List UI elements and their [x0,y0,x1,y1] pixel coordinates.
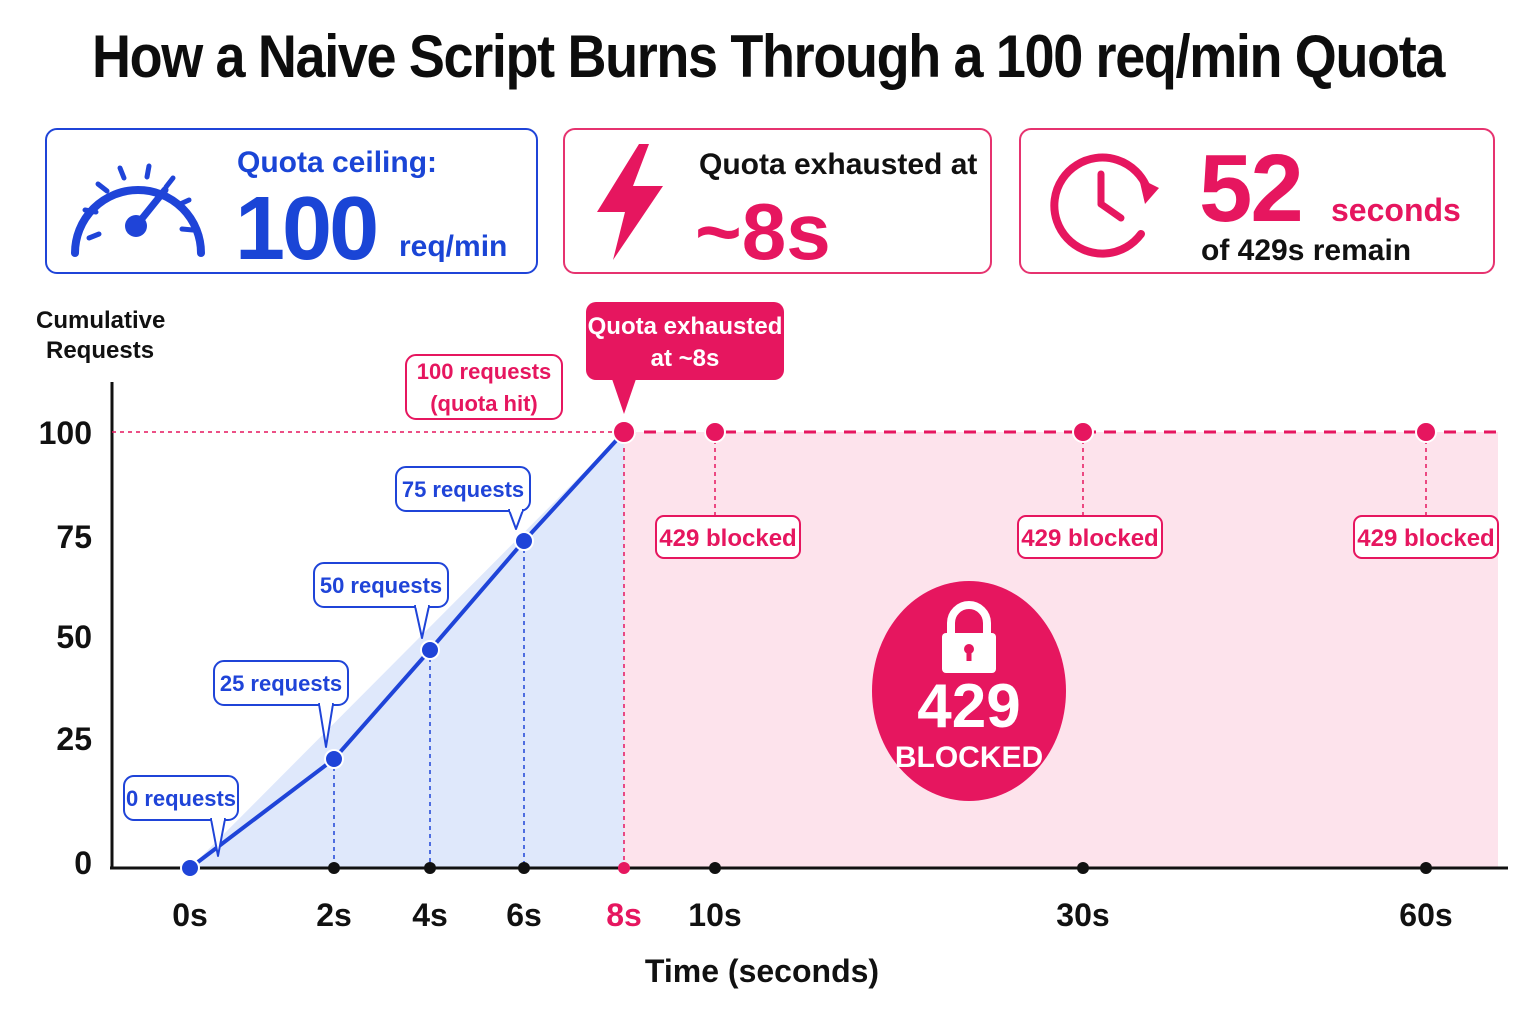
exhaust-callout-text: Quota exhausted [588,313,783,340]
x-tick-dot [518,862,530,874]
lock-icon-keyhole-slot [966,649,972,661]
exhaust-callout-box [586,302,784,380]
ramp-point-callout-box [213,660,349,706]
ramp-point-callout-text: 25 requests [220,671,342,696]
x-tick-label: 2s [316,897,352,933]
ramp-point-callout-box [395,466,531,512]
clock-icon [1050,153,1159,258]
quota-exhausted-label: Quota exhausted at [699,148,978,181]
x-tick-dot [328,862,340,874]
speedometer-icon [71,163,205,257]
blocked-label-box [655,515,801,559]
quota-hit-callout-text: 100 requests [417,359,552,384]
y-tick-label: 100 [39,415,92,451]
quota-hit-callout-box [405,354,563,420]
cumulative-requests-chart: 0 25 50 75 100 0s 2s 4s 6s 8s 10s 30s 60s Time (secon… [39,302,1508,989]
lightning-icon [597,144,663,260]
y-tick-label: 0 [74,845,92,881]
blocked-area-fill [624,432,1498,868]
ramp-point-callout-box [123,775,239,821]
ramp-point-callout-box [313,562,449,608]
quota-ceiling-unit: req/min [399,230,508,263]
ramp-data-point [324,749,344,769]
ramp-point-callout-text: 0 requests [126,786,236,811]
blocked-badge-code: 429 [917,672,1020,741]
y-axis-label: Cumulative Requests [36,306,165,366]
ramp-point-callout-text: 75 requests [402,477,524,502]
x-tick-label: 10s [688,897,741,933]
quota-hit-point [612,420,636,444]
x-tick-dot [1077,862,1089,874]
page-title: How a Naive Script Burns Through a 100 r… [91,23,1445,90]
ramp-point-callout-pointer [508,509,524,530]
x-tick-label: 30s [1056,897,1109,933]
quota-hit-callout-text: (quota hit) [430,391,538,416]
x-tick-label: 60s [1399,897,1452,933]
lock-icon-shackle [947,601,991,635]
x-tick-dot [618,862,630,874]
blocked-label-text: 429 blocked [659,525,796,552]
x-tick-label: 8s [606,897,642,933]
blocked-data-point [704,421,726,443]
blocked-badge-text: BLOCKED [895,741,1043,774]
ramp-data-point [514,531,534,551]
exhaust-callout-pointer [612,379,636,414]
x-tick-dot [424,862,436,874]
blocked-label-text: 429 blocked [1021,525,1158,552]
blocked-label-box [1017,515,1163,559]
ramp-data-point [180,858,200,878]
y-tick-label: 50 [56,619,92,655]
y-tick-label: 25 [56,721,92,757]
y-axis-label-line: Cumulative [36,307,166,334]
quota-ceiling-value: 100 [235,179,379,279]
time-remaining-card: 52 seconds of 429s remain [1019,128,1495,274]
ramp-point-callout-text: 50 requests [320,573,442,598]
exhaust-callout-text: at ~8s [651,345,720,372]
blocked-badge-circle [872,581,1066,801]
ramp-data-point [420,640,440,660]
y-axis-label-line: Requests [46,337,155,364]
quota-exhausted-card: Quota exhausted at ~8s [563,128,992,276]
time-remaining-value: 52 [1199,135,1304,242]
x-tick-dot [1420,862,1432,874]
quota-ceiling-card: Quota ceiling: 100 req/min [45,128,538,279]
quota-exhausted-value: ~8s [695,187,831,276]
blocked-data-point [1072,421,1094,443]
x-tick-label: 0s [172,897,208,933]
blocked-label-box [1353,515,1499,559]
x-tick-label: 6s [506,897,542,933]
x-axis-title: Time (seconds) [645,953,879,989]
time-remaining-sub: of 429s remain [1201,234,1412,267]
blocked-label-text: 429 blocked [1357,525,1494,552]
y-tick-label: 75 [56,519,92,555]
quota-ceiling-label: Quota ceiling: [237,146,438,179]
x-tick-dot [709,862,721,874]
blocked-data-point [1415,421,1437,443]
time-remaining-unit: seconds [1331,192,1461,228]
x-tick-label: 4s [412,897,448,933]
